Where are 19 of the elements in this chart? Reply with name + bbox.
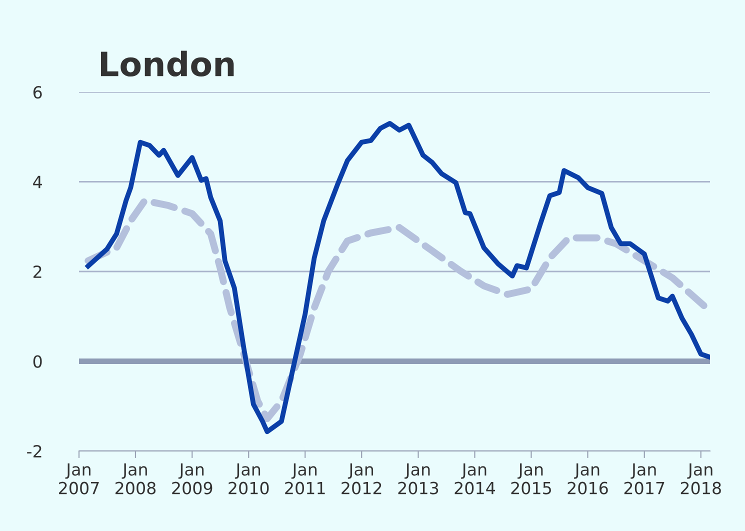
- x-tick-label: Jan 2012: [342, 463, 382, 494]
- x-tick-label: Jan 2017: [624, 463, 664, 494]
- x-tick-label: Jan 2011: [285, 463, 325, 494]
- x-tick-label: Jan 2015: [511, 463, 551, 494]
- x-tick-label: Jan 2007: [59, 463, 99, 494]
- line-series: [86, 120, 710, 434]
- x-tick-label: Jan 2014: [454, 463, 496, 494]
- y-tick-label: -2: [27, 444, 42, 458]
- y-tick-label: 2: [34, 265, 42, 278]
- x-tick-label: Jan 2018: [680, 463, 721, 494]
- y-tick-label: 4: [33, 176, 42, 188]
- chart-title: London: [100, 50, 234, 77]
- x-tick-label: Jan 2008: [116, 463, 156, 494]
- x-tick-label: Jan 2016: [568, 463, 608, 494]
- y-tick-label: 6: [33, 86, 42, 99]
- y-tick-label: 0: [33, 355, 42, 368]
- x-tick-label: Jan 2009: [172, 463, 212, 494]
- x-tick-label: Jan 2013: [398, 463, 438, 494]
- x-tick-label: Jan 2010: [228, 463, 269, 494]
